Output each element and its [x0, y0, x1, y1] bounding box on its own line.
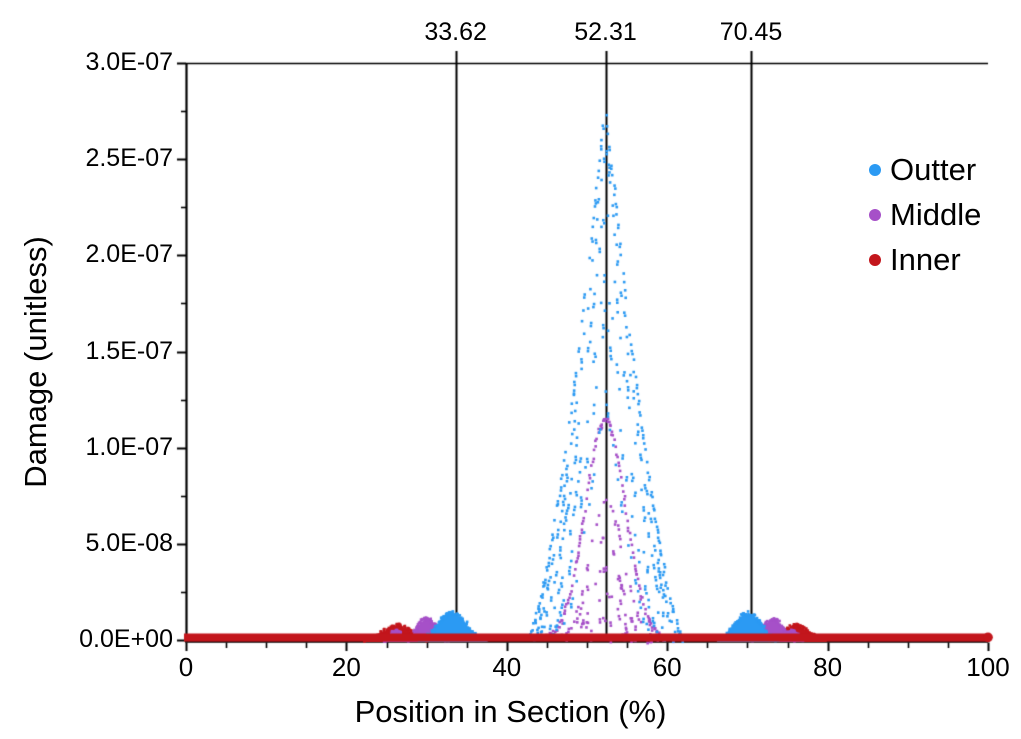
y-tick-label: 3.0E-07 [85, 48, 173, 76]
x-tick-label: 100 [966, 652, 1010, 682]
legend: Outter Middle Inner [869, 152, 981, 287]
legend-item-outter: Outter [869, 152, 981, 188]
legend-item-inner: Inner [869, 242, 981, 278]
legend-item-middle: Middle [869, 197, 981, 233]
legend-label-outter: Outter [890, 152, 977, 187]
y-axis-title: Damage (unitless) [18, 236, 53, 488]
legend-marker-middle-icon [869, 209, 881, 221]
x-tick-label: 60 [652, 652, 682, 682]
vline-annotation-label: 33.62 [424, 18, 487, 46]
y-tick-label: 1.0E-07 [85, 432, 173, 461]
vline-annotation-label: 70.45 [719, 18, 783, 46]
x-tick-label: 0 [178, 652, 194, 682]
x-axis-title: Position in Section (%) [354, 694, 667, 729]
legend-marker-outter-icon [869, 164, 881, 176]
x-tick-label: 20 [331, 652, 361, 682]
x-tick-label: 40 [492, 652, 522, 682]
y-tick-label: 5.0E-08 [85, 528, 173, 557]
y-tick-label: 1.5E-07 [85, 336, 173, 365]
y-tick-label: 2.0E-07 [85, 240, 173, 269]
legend-label-middle: Middle [890, 197, 982, 232]
legend-marker-inner-icon [869, 254, 881, 266]
y-tick-label: 0.0E+00 [79, 625, 173, 653]
legend-label-inner: Inner [890, 242, 961, 277]
vline-annotation-label: 52.31 [574, 18, 637, 46]
x-tick-label: 80 [813, 652, 843, 682]
y-tick-label: 2.5E-07 [85, 144, 173, 173]
